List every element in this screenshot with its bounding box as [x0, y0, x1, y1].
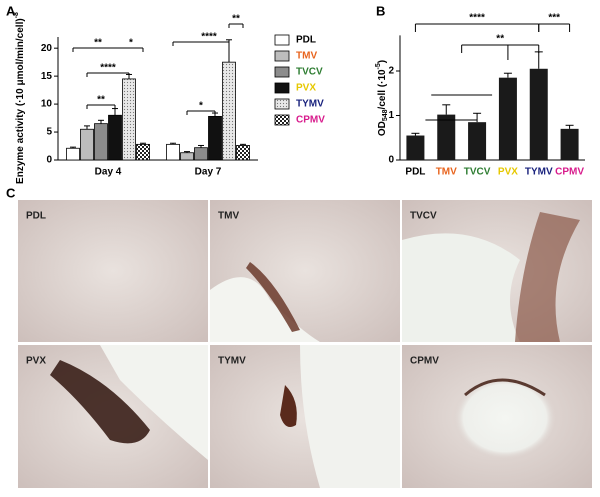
bar: [468, 122, 487, 160]
x-tick-label: TVCV: [464, 167, 491, 178]
error-bar: [112, 108, 118, 116]
significance-label: *: [129, 38, 133, 49]
x-tick-label: Day 4: [95, 167, 122, 178]
bar: [208, 115, 222, 161]
bar: [136, 143, 150, 161]
bar: [498, 77, 517, 160]
x-tick-label: PDL: [405, 167, 425, 178]
y-axis-label-part: /cell (·10: [377, 69, 388, 109]
significance-label: ***: [548, 13, 560, 24]
y-axis-label-part: OD: [377, 121, 388, 136]
y-axis-label-part: 548: [382, 109, 389, 121]
legend-swatch: [274, 50, 290, 62]
significance-label: **: [97, 95, 105, 106]
micrograph-label: PDL: [26, 211, 46, 222]
bar: [80, 128, 94, 161]
error-bar: [534, 51, 543, 69]
bar: [406, 135, 425, 160]
bar: [166, 143, 180, 161]
legend-label: TVCV: [296, 67, 323, 78]
aggregate: [246, 262, 300, 332]
significance-label: ****: [201, 32, 217, 43]
bar: [122, 78, 136, 161]
micrographs: [18, 200, 592, 488]
y-tick-label: 0: [388, 155, 394, 166]
y-axis-label: Enzyme activity (·10 μmol/min/cell)-8: [13, 12, 26, 184]
significance-label: ****: [100, 63, 116, 74]
y-tick-label: 5: [46, 127, 52, 138]
legend-swatch: [274, 98, 290, 110]
x-tick-label: PVX: [498, 167, 518, 178]
y-tick-label: 15: [41, 71, 53, 82]
error-bar: [473, 112, 482, 123]
bar: [194, 147, 208, 161]
panel-letter: B: [376, 3, 385, 18]
error-bar: [503, 72, 512, 78]
bar: [222, 61, 236, 161]
aggregate: [515, 212, 580, 342]
y-axis-label: OD548/cell (·10-5): [375, 60, 389, 136]
y-tick-label: 1: [388, 110, 394, 121]
x-tick-label: Day 7: [195, 167, 222, 178]
bar: [66, 147, 80, 161]
error-bar: [411, 132, 420, 136]
y-axis-label-part: Enzyme activity (·10: [15, 88, 26, 184]
panel-letter: A: [6, 3, 16, 18]
y-axis-label-part: μmol/min/cell): [15, 18, 26, 88]
y-axis-label-part: -5: [375, 63, 382, 69]
bar: [94, 123, 108, 161]
legend-swatch: [274, 66, 290, 78]
bar: [529, 68, 548, 160]
bar: [236, 145, 250, 161]
x-tick-label: TYMV: [525, 167, 553, 178]
cell-free-area: [100, 345, 208, 460]
legend-swatch: [274, 114, 290, 126]
legend-label: PDL: [296, 35, 316, 46]
bar: [180, 152, 194, 161]
error-bar: [565, 124, 574, 129]
significance-label: ****: [469, 13, 485, 24]
micrograph-label: CPMV: [410, 356, 439, 367]
y-axis-label-part: -8: [13, 12, 20, 18]
legend-label: PVX: [296, 83, 316, 94]
error-bar: [98, 119, 104, 124]
cell-free-area: [300, 345, 400, 488]
significance-label: **: [232, 14, 240, 25]
aggregate: [464, 378, 546, 397]
panel-letter: C: [6, 185, 16, 200]
significance-label: **: [496, 34, 504, 45]
y-tick-label: 0: [46, 155, 52, 166]
micrograph-label: PVX: [26, 356, 46, 367]
micrograph-label: TVCV: [410, 211, 437, 222]
error-bar: [442, 104, 451, 115]
y-tick-label: 20: [41, 43, 53, 54]
x-tick-label: CPMV: [555, 167, 584, 178]
legend-swatch: [274, 82, 290, 94]
legend-label: TMV: [296, 51, 317, 62]
bar: [560, 128, 579, 160]
significance-label: *: [199, 101, 203, 112]
bar: [108, 114, 122, 161]
error-bar: [84, 125, 90, 130]
cell-free-area: [453, 376, 557, 460]
legend-swatch: [274, 34, 290, 46]
aggregate: [50, 360, 150, 444]
aggregate: [280, 385, 297, 428]
legend-label: TYMV: [296, 99, 324, 110]
x-tick-label: TMV: [436, 167, 457, 178]
y-tick-label: 2: [388, 66, 394, 77]
micrograph-label: TYMV: [218, 356, 246, 367]
bar: [437, 114, 456, 160]
y-axis-label-part: ): [377, 60, 388, 63]
y-tick-label: 10: [41, 99, 53, 110]
micrograph: [18, 200, 208, 342]
cell-free-area: [402, 233, 520, 342]
significance-label: **: [94, 38, 102, 49]
micrograph-label: TMV: [218, 211, 239, 222]
legend-label: CPMV: [296, 115, 325, 126]
